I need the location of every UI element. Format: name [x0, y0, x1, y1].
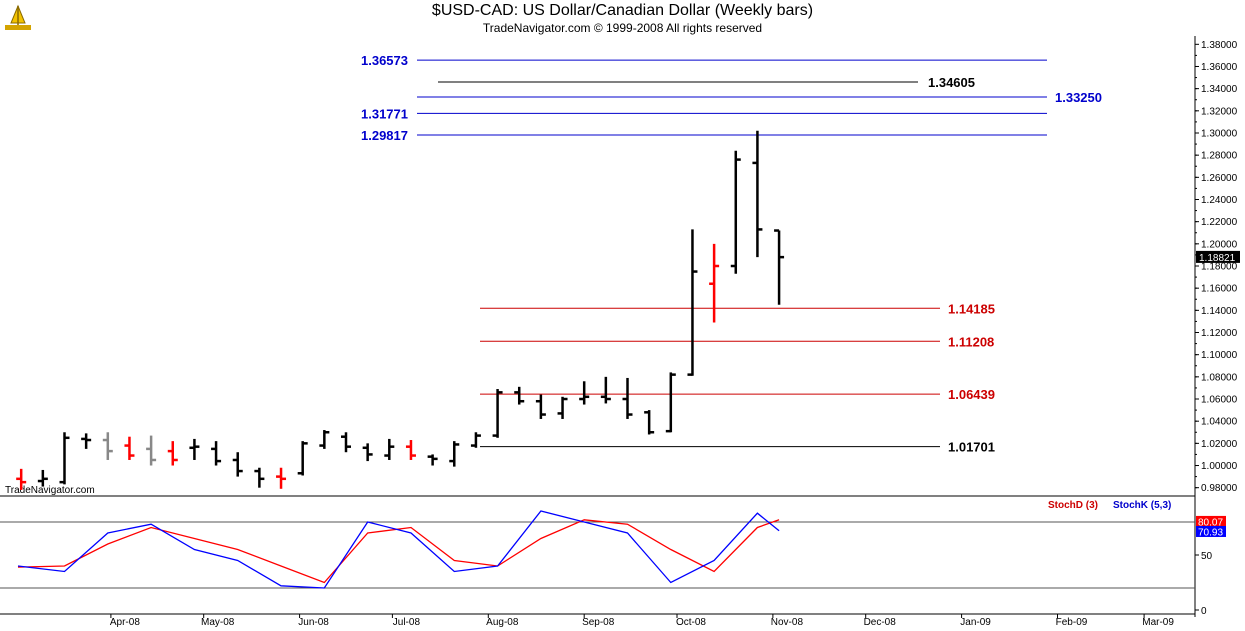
price-tick-label: 1.00000 — [1201, 461, 1238, 472]
ohlc-bar — [665, 372, 676, 433]
ohlc-bar — [340, 432, 351, 453]
last-price-box — [1196, 250, 1240, 263]
ohlc-bar — [297, 441, 308, 476]
time-tick-label: Oct-08 — [676, 617, 706, 628]
time-tick-label: Dec-08 — [864, 617, 897, 628]
price-tick-label: 0.98000 — [1201, 483, 1238, 494]
stoch-d-line — [17, 519, 780, 584]
fib-label: 1.33250 — [1055, 90, 1102, 105]
price-tick-label: 1.14000 — [1201, 306, 1238, 317]
price-tick-label: 1.30000 — [1201, 128, 1238, 139]
price-tick-label: 1.18000 — [1201, 262, 1238, 273]
ohlc-bar — [709, 243, 720, 323]
price-tick-label: 1.38000 — [1201, 40, 1238, 51]
ohlc-bar — [362, 443, 373, 462]
ohlc-bar — [514, 386, 525, 405]
ohlc-bar — [254, 467, 265, 488]
ohlc-bar — [687, 229, 698, 376]
fib-label: 1.31771 — [361, 106, 408, 121]
ohlc-bar — [211, 441, 222, 466]
ohlc-bar — [189, 438, 200, 460]
ohlc-bar — [557, 396, 568, 419]
fib-label: 1.29817 — [361, 128, 408, 143]
fib-label: 1.34605 — [928, 75, 975, 90]
stoch-tick-label: 50 — [1201, 551, 1213, 562]
ohlc-bar — [81, 433, 92, 449]
price-tick-label: 1.02000 — [1201, 439, 1238, 450]
trade-navigator-logo — [5, 4, 31, 30]
ohlc-bar — [384, 438, 395, 460]
ohlc-bar — [600, 376, 611, 404]
ohlc-bar — [644, 410, 655, 435]
price-tick-label: 1.36000 — [1201, 62, 1238, 73]
copyright-notice: TradeNavigator.com © 1999-2008 All right… — [482, 21, 763, 35]
price-tick-label: 1.10000 — [1201, 350, 1238, 361]
stoch-k-line — [17, 510, 780, 589]
fib-label: 1.14185 — [948, 301, 995, 316]
ohlc-bar — [427, 454, 438, 466]
ohlc-bar — [579, 381, 590, 405]
ohlc-bar — [535, 394, 546, 419]
price-tick-label: 1.26000 — [1201, 173, 1238, 184]
time-tick-label: Jul-08 — [393, 617, 421, 628]
ohlc-bar — [37, 469, 48, 487]
stoch-d-value: 80.07 — [1198, 517, 1223, 528]
ohlc-bar — [405, 440, 416, 460]
ohlc-bar — [774, 229, 785, 305]
ohlc-bar — [492, 389, 503, 438]
stoch-k-value: 70.93 — [1198, 527, 1223, 538]
stoch-d-value-box — [1196, 515, 1226, 527]
price-tick-label: 1.28000 — [1201, 151, 1238, 162]
price-tick-label: 1.16000 — [1201, 284, 1238, 295]
time-tick-label: May-08 — [201, 617, 235, 628]
price-tick-label: 1.20000 — [1201, 239, 1238, 250]
ohlc-bar — [276, 467, 287, 489]
stoch-tick-label: 0 — [1201, 606, 1207, 617]
fib-label: 1.11208 — [948, 334, 994, 349]
ohlc-bar — [470, 432, 481, 448]
price-tick-label: 1.32000 — [1201, 106, 1238, 117]
fib-label: 1.01701 — [948, 440, 995, 455]
ohlc-bar — [232, 452, 243, 477]
ohlc-bar — [730, 150, 741, 274]
watermark: TradeNavigator.com — [5, 485, 95, 496]
price-tick-label: 1.08000 — [1201, 372, 1238, 383]
time-tick-label: Apr-08 — [110, 617, 140, 628]
ohlc-bar — [167, 441, 178, 466]
ohlc-bar — [102, 432, 113, 460]
time-tick-label: Jun-08 — [298, 617, 329, 628]
time-tick-label: Aug-08 — [486, 617, 519, 628]
ohlc-bar — [622, 377, 633, 419]
time-tick-label: Nov-08 — [771, 617, 804, 628]
ohlc-bar — [146, 435, 157, 466]
stoch-k-value-box — [1196, 525, 1226, 537]
fib-label: 1.36573 — [361, 53, 408, 68]
fib-label: 1.06439 — [948, 387, 995, 402]
price-tick-label: 1.04000 — [1201, 417, 1238, 428]
stoch-d-legend: StochD (3) — [1048, 500, 1098, 511]
ohlc-bar — [16, 468, 27, 490]
chart-title: $USD-CAD: US Dollar/Canadian Dollar (Wee… — [431, 2, 814, 19]
time-tick-label: Mar-09 — [1142, 617, 1174, 628]
ohlc-bar — [59, 432, 70, 485]
ohlc-bar — [124, 436, 135, 460]
ohlc-bar — [449, 441, 460, 467]
stoch-k-legend: StochK (5,3) — [1113, 500, 1172, 511]
ohlc-bar — [752, 130, 763, 258]
price-tick-label: 1.22000 — [1201, 217, 1238, 228]
time-tick-label: Feb-09 — [1056, 617, 1088, 628]
price-tick-label: 1.34000 — [1201, 84, 1238, 95]
price-tick-label: 1.06000 — [1201, 395, 1238, 406]
ohlc-bar — [319, 430, 330, 449]
time-tick-label: Jan-09 — [960, 617, 991, 628]
time-tick-label: Sep-08 — [582, 617, 615, 628]
last-price-label: 1.18821 — [1199, 253, 1236, 264]
price-tick-label: 1.12000 — [1201, 328, 1238, 339]
price-tick-label: 1.24000 — [1201, 195, 1238, 206]
